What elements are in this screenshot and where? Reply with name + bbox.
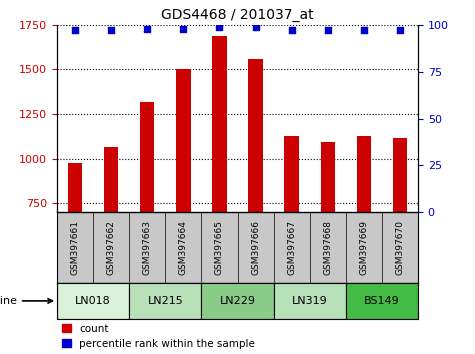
Text: GSM397665: GSM397665 <box>215 220 224 275</box>
Bar <box>357 136 371 212</box>
Text: GSM397662: GSM397662 <box>107 220 115 275</box>
Bar <box>140 102 154 212</box>
Bar <box>68 163 82 212</box>
Text: LN319: LN319 <box>292 296 328 306</box>
Text: cell line: cell line <box>0 296 52 306</box>
Point <box>216 24 223 29</box>
Bar <box>321 142 335 212</box>
Text: GSM397666: GSM397666 <box>251 220 260 275</box>
Bar <box>285 136 299 212</box>
Point <box>143 26 151 32</box>
Bar <box>129 283 201 319</box>
Bar <box>201 283 274 319</box>
Text: GSM397664: GSM397664 <box>179 220 188 275</box>
Text: GSM397667: GSM397667 <box>287 220 296 275</box>
Text: GSM397661: GSM397661 <box>71 220 79 275</box>
Bar <box>393 138 407 212</box>
Text: GSM397663: GSM397663 <box>143 220 152 275</box>
Text: GSM397668: GSM397668 <box>323 220 332 275</box>
Text: LN229: LN229 <box>219 296 256 306</box>
Point <box>396 28 404 33</box>
Title: GDS4468 / 201037_at: GDS4468 / 201037_at <box>161 8 314 22</box>
Point <box>71 28 79 33</box>
Bar <box>346 283 418 319</box>
Bar <box>212 35 227 212</box>
Text: BS149: BS149 <box>364 296 400 306</box>
Legend: count, percentile rank within the sample: count, percentile rank within the sample <box>62 324 255 349</box>
Point <box>288 28 295 33</box>
Point <box>252 24 259 29</box>
Point <box>107 28 115 33</box>
Bar <box>57 283 129 319</box>
Bar <box>274 283 346 319</box>
Point <box>360 28 368 33</box>
Text: LN215: LN215 <box>147 296 183 306</box>
Text: GSM397670: GSM397670 <box>396 220 404 275</box>
Bar <box>248 59 263 212</box>
Point <box>324 28 332 33</box>
Text: LN018: LN018 <box>75 296 111 306</box>
Bar <box>176 69 190 212</box>
Text: GSM397669: GSM397669 <box>360 220 368 275</box>
Point <box>180 26 187 32</box>
Bar <box>104 147 118 212</box>
